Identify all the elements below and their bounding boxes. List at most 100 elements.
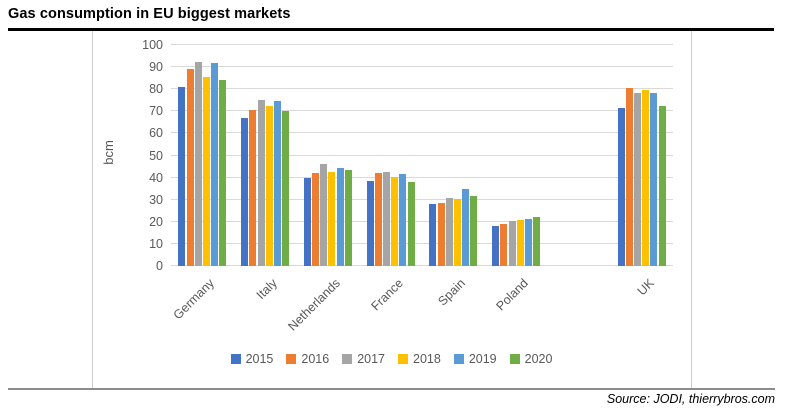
bar-2016-spain bbox=[437, 203, 445, 266]
chart-area-left-border bbox=[92, 31, 93, 388]
bar-2020-france bbox=[407, 182, 415, 266]
bar-2016-germany bbox=[186, 69, 194, 266]
legend-label-2016: 2016 bbox=[301, 352, 330, 366]
bar-2015-italy bbox=[241, 117, 249, 266]
y-tick-label-70: 70 bbox=[149, 104, 163, 119]
bar-2020-poland bbox=[533, 217, 541, 266]
bar-2015-poland bbox=[492, 226, 500, 266]
y-tick-label-10: 10 bbox=[149, 236, 163, 251]
bar-2017-netherlands bbox=[320, 164, 328, 266]
x-axis-labels: Germany Italy Netherlands France Spain Poland… bbox=[171, 272, 673, 342]
gridline-20 bbox=[171, 220, 673, 222]
x-axis-label-france: France bbox=[368, 276, 406, 314]
bar-2020-germany bbox=[219, 80, 227, 266]
bar-2020-spain bbox=[470, 196, 478, 266]
bar-2019-france bbox=[399, 174, 407, 266]
legend-item-2020: 2020 bbox=[509, 352, 553, 366]
plot-area: 0 10 20 30 40 50 60 70 80 90 100 bbox=[142, 38, 673, 273]
gridline-30 bbox=[171, 198, 673, 200]
legend-item-2019: 2019 bbox=[453, 352, 497, 366]
bottom-divider bbox=[8, 388, 775, 390]
gridline-80 bbox=[171, 88, 673, 90]
bar-2016-france bbox=[374, 173, 382, 266]
legend-swatch-2018 bbox=[398, 354, 408, 364]
legend-swatch-2015 bbox=[230, 354, 241, 364]
bar-2015-germany bbox=[178, 87, 186, 266]
y-axis-title: bcm bbox=[100, 140, 116, 165]
bar-2018-italy bbox=[265, 105, 273, 266]
page-title: Gas consumption in EU biggest markets bbox=[8, 6, 291, 22]
legend-item-2017: 2017 bbox=[342, 352, 385, 366]
x-axis-label-uk: UK bbox=[634, 276, 657, 299]
bar-2018-spain bbox=[453, 198, 461, 266]
bar-2016-poland bbox=[500, 224, 508, 266]
source-note: Source: JODI, thierrybros.com bbox=[606, 392, 775, 406]
gridline-70 bbox=[171, 110, 673, 112]
bar-2018-france bbox=[391, 176, 399, 266]
bar-2017-spain bbox=[445, 197, 453, 266]
gridline-90 bbox=[171, 66, 673, 68]
y-tick-label-90: 90 bbox=[149, 60, 163, 75]
y-tick-label-50: 50 bbox=[149, 148, 163, 163]
bar-2018-uk bbox=[642, 90, 650, 266]
legend-label-2015: 2015 bbox=[245, 352, 274, 366]
legend-swatch-2020 bbox=[509, 354, 520, 364]
y-tick-label-20: 20 bbox=[149, 214, 163, 229]
bar-2019-spain bbox=[462, 188, 470, 266]
gridline-50 bbox=[171, 154, 673, 156]
bar-2018-germany bbox=[202, 77, 210, 266]
bar-2019-poland bbox=[524, 218, 532, 266]
bar-2020-italy bbox=[282, 111, 290, 266]
bar-2017-germany bbox=[194, 61, 202, 266]
bar-2019-germany bbox=[211, 62, 219, 266]
y-tick-label-40: 40 bbox=[149, 170, 163, 185]
x-axis-label-spain: Spain bbox=[435, 276, 469, 309]
legend-item-2015: 2015 bbox=[230, 352, 274, 366]
y-tick-label-30: 30 bbox=[149, 192, 163, 207]
legend-label-2017: 2017 bbox=[357, 352, 385, 366]
y-tick-label-0: 0 bbox=[156, 259, 163, 273]
bar-2017-france bbox=[383, 172, 391, 266]
bar-2017-poland bbox=[508, 220, 516, 266]
gridline-0 bbox=[171, 265, 673, 266]
gridline-100 bbox=[171, 44, 673, 45]
bar-2017-uk bbox=[634, 92, 642, 266]
title-underline bbox=[8, 28, 774, 31]
bar-2015-netherlands bbox=[303, 177, 311, 266]
legend-label-2020: 2020 bbox=[524, 352, 553, 366]
bar-2015-spain bbox=[429, 204, 437, 266]
bar-2016-netherlands bbox=[312, 173, 320, 266]
legend-swatch-2017 bbox=[342, 354, 353, 364]
legend-swatch-2016 bbox=[286, 354, 297, 364]
bar-2015-france bbox=[366, 180, 374, 266]
x-axis-label-netherlands: Netherlands bbox=[285, 276, 343, 334]
bar-2019-italy bbox=[273, 101, 281, 266]
bar-2016-uk bbox=[625, 88, 633, 266]
legend-label-2018: 2018 bbox=[413, 352, 441, 366]
bar-2020-netherlands bbox=[344, 169, 352, 266]
gridline-10 bbox=[171, 242, 673, 244]
y-tick-label-80: 80 bbox=[149, 82, 163, 97]
gridline-60 bbox=[171, 132, 673, 134]
legend-label-2019: 2019 bbox=[468, 352, 497, 366]
y-tick-label-100: 100 bbox=[142, 38, 163, 52]
bar-2020-uk bbox=[658, 105, 666, 266]
bar-2018-poland bbox=[516, 219, 524, 266]
x-axis-label-italy: Italy bbox=[253, 276, 281, 303]
gridline-40 bbox=[171, 176, 673, 178]
y-tick-label-60: 60 bbox=[149, 126, 163, 141]
legend: 2015 2016 2017 2018 2019 2020 bbox=[92, 352, 691, 366]
bar-2019-uk bbox=[650, 92, 658, 266]
bar-2016-italy bbox=[249, 110, 257, 266]
chart-area-right-border bbox=[691, 31, 692, 388]
bar-2017-italy bbox=[257, 100, 265, 266]
x-axis-label-germany: Germany bbox=[171, 276, 218, 323]
legend-item-2016: 2016 bbox=[286, 352, 329, 366]
x-axis-label-poland: Poland bbox=[493, 276, 532, 314]
legend-swatch-2019 bbox=[453, 354, 464, 364]
bar-2019-netherlands bbox=[336, 167, 344, 266]
bar-2015-uk bbox=[617, 108, 625, 266]
bar-2018-netherlands bbox=[328, 172, 336, 266]
legend-item-2018: 2018 bbox=[398, 352, 441, 366]
